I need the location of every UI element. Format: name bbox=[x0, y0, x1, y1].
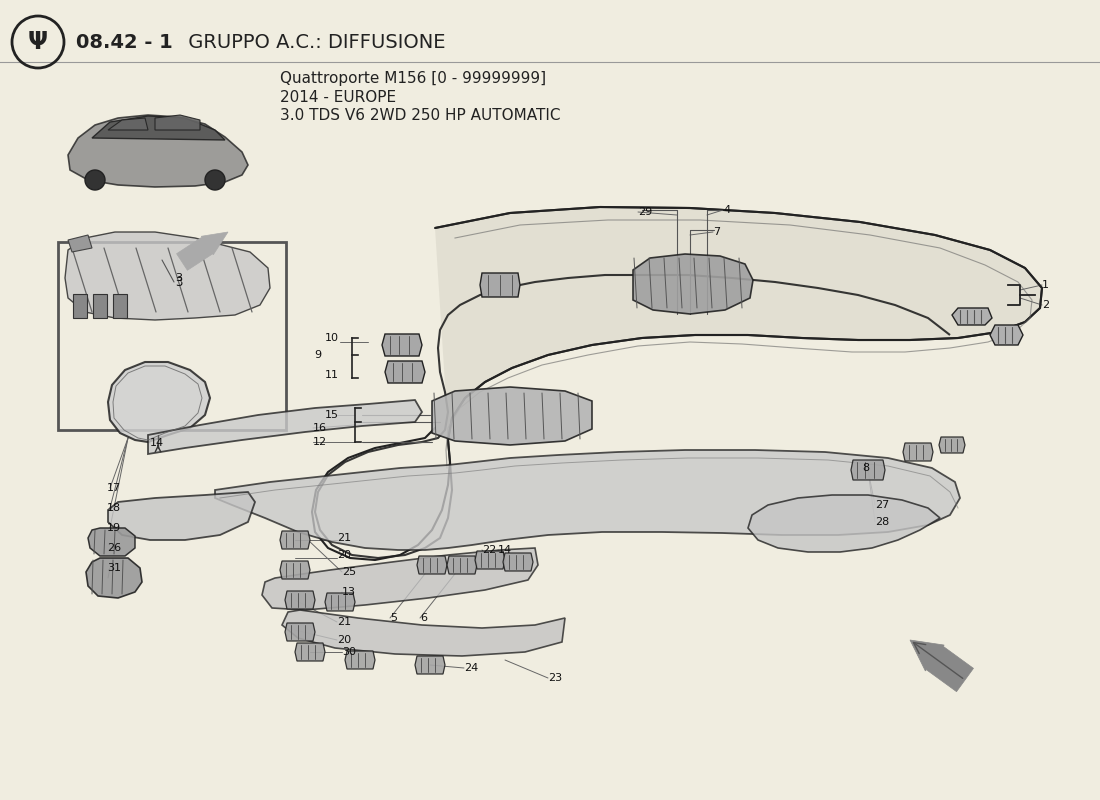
Text: 21: 21 bbox=[337, 617, 351, 627]
Circle shape bbox=[85, 170, 104, 190]
Polygon shape bbox=[280, 561, 310, 579]
Polygon shape bbox=[952, 308, 992, 325]
Polygon shape bbox=[280, 531, 310, 549]
Polygon shape bbox=[282, 610, 565, 656]
Polygon shape bbox=[385, 361, 425, 383]
Polygon shape bbox=[148, 400, 422, 454]
Polygon shape bbox=[177, 232, 228, 270]
Text: 3.0 TDS V6 2WD 250 HP AUTOMATIC: 3.0 TDS V6 2WD 250 HP AUTOMATIC bbox=[280, 109, 561, 123]
Text: 15: 15 bbox=[324, 410, 339, 420]
Circle shape bbox=[205, 170, 225, 190]
Text: 27: 27 bbox=[874, 500, 889, 510]
Polygon shape bbox=[68, 115, 248, 187]
Polygon shape bbox=[480, 273, 520, 297]
Bar bbox=[94, 294, 107, 318]
Polygon shape bbox=[432, 387, 592, 445]
Polygon shape bbox=[295, 643, 324, 661]
Text: 12: 12 bbox=[314, 437, 327, 447]
Polygon shape bbox=[415, 656, 446, 674]
Polygon shape bbox=[155, 115, 200, 130]
Polygon shape bbox=[990, 325, 1023, 345]
Polygon shape bbox=[382, 334, 422, 356]
Text: 9: 9 bbox=[314, 350, 321, 360]
Polygon shape bbox=[851, 460, 886, 480]
Polygon shape bbox=[88, 528, 135, 556]
Text: 08.42 - 1: 08.42 - 1 bbox=[76, 33, 173, 51]
Text: GRUPPO A.C.: DIFFUSIONE: GRUPPO A.C.: DIFFUSIONE bbox=[182, 33, 446, 51]
Polygon shape bbox=[475, 551, 505, 569]
Polygon shape bbox=[262, 548, 538, 610]
Text: 1: 1 bbox=[1042, 280, 1049, 290]
Text: 10: 10 bbox=[324, 333, 339, 343]
Polygon shape bbox=[447, 556, 477, 574]
Text: 20: 20 bbox=[337, 635, 351, 645]
Text: 14: 14 bbox=[498, 545, 513, 555]
Polygon shape bbox=[108, 492, 255, 540]
Bar bbox=[73, 294, 87, 318]
Polygon shape bbox=[748, 495, 940, 552]
Text: 23: 23 bbox=[548, 673, 562, 683]
Text: 3: 3 bbox=[175, 275, 183, 289]
Bar bbox=[58, 242, 286, 430]
Text: 7: 7 bbox=[713, 227, 721, 237]
Text: 19: 19 bbox=[107, 523, 121, 533]
Polygon shape bbox=[434, 207, 1042, 462]
Text: 22: 22 bbox=[482, 545, 496, 555]
Text: Ψ: Ψ bbox=[28, 30, 48, 54]
Text: 13: 13 bbox=[342, 587, 356, 597]
Text: 29: 29 bbox=[638, 207, 652, 217]
Polygon shape bbox=[632, 254, 754, 314]
Polygon shape bbox=[285, 591, 315, 609]
Text: 16: 16 bbox=[314, 423, 327, 433]
Text: 14: 14 bbox=[150, 438, 164, 448]
Text: 30: 30 bbox=[342, 647, 356, 657]
Text: 6: 6 bbox=[420, 613, 427, 623]
Text: 18: 18 bbox=[107, 503, 121, 513]
Text: Quattroporte M156 [0 - 99999999]: Quattroporte M156 [0 - 99999999] bbox=[280, 70, 546, 86]
Polygon shape bbox=[345, 651, 375, 669]
Polygon shape bbox=[68, 235, 92, 252]
Text: 17: 17 bbox=[107, 483, 121, 493]
Text: 25: 25 bbox=[342, 567, 356, 577]
Text: 11: 11 bbox=[324, 370, 339, 380]
Polygon shape bbox=[939, 437, 965, 453]
Text: 26: 26 bbox=[107, 543, 121, 553]
Polygon shape bbox=[86, 558, 142, 598]
Text: 5: 5 bbox=[390, 613, 397, 623]
Text: 20: 20 bbox=[337, 550, 351, 560]
Polygon shape bbox=[214, 450, 960, 550]
Bar bbox=[113, 294, 127, 318]
Text: 4: 4 bbox=[723, 205, 730, 215]
Polygon shape bbox=[324, 593, 355, 611]
Polygon shape bbox=[285, 623, 315, 641]
Text: 28: 28 bbox=[874, 517, 889, 527]
Text: 31: 31 bbox=[107, 563, 121, 573]
Polygon shape bbox=[92, 116, 226, 140]
Polygon shape bbox=[910, 640, 974, 692]
Polygon shape bbox=[417, 556, 447, 574]
Text: 2014 - EUROPE: 2014 - EUROPE bbox=[280, 90, 396, 105]
Text: 24: 24 bbox=[464, 663, 478, 673]
Polygon shape bbox=[108, 362, 210, 442]
Text: 21: 21 bbox=[337, 533, 351, 543]
Polygon shape bbox=[503, 553, 534, 571]
Text: 2: 2 bbox=[1042, 300, 1049, 310]
Polygon shape bbox=[108, 118, 148, 130]
Text: 3: 3 bbox=[175, 273, 182, 283]
Text: 8: 8 bbox=[862, 463, 869, 473]
Polygon shape bbox=[903, 443, 933, 461]
Polygon shape bbox=[65, 232, 270, 320]
